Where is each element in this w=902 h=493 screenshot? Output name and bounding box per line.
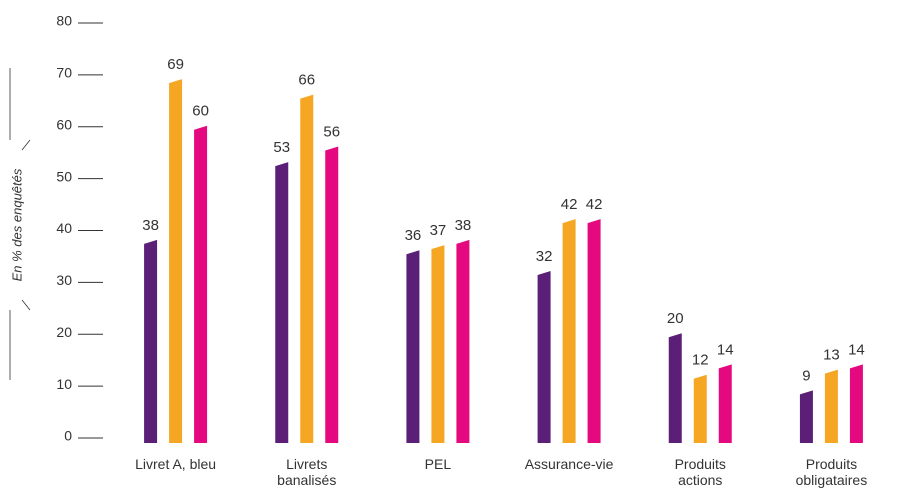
- decoration: [21, 139, 31, 151]
- decoration: [21, 299, 31, 311]
- value-label: 12: [692, 352, 709, 369]
- bar: [144, 239, 158, 443]
- bar: [537, 271, 551, 443]
- y-tick-label: 60: [56, 116, 72, 132]
- y-tick-label: 0: [64, 428, 72, 444]
- bar: [456, 239, 470, 443]
- bar: [325, 146, 339, 443]
- x-tick-label-line: banalisés: [277, 472, 336, 488]
- x-tick-label-line: actions: [678, 472, 722, 488]
- value-label: 42: [561, 196, 578, 213]
- bar: [849, 364, 863, 443]
- x-tick-label-line: Assurance-vie: [525, 456, 614, 472]
- y-axis-label: En % des enquêtés: [9, 168, 24, 281]
- value-label: 66: [298, 72, 315, 89]
- bar: [562, 219, 576, 443]
- x-tick-label: Livret A, bleu: [135, 456, 216, 472]
- value-label: 36: [405, 227, 422, 244]
- bar: [824, 369, 838, 443]
- value-label: 38: [142, 217, 159, 234]
- y-tick-label: 20: [56, 324, 72, 340]
- x-tick-label: Produits obligataires: [796, 456, 868, 488]
- value-label: 13: [823, 347, 840, 364]
- y-tick-label: 40: [56, 220, 72, 236]
- value-label: 38: [455, 217, 472, 234]
- bar: [799, 390, 813, 443]
- x-tick-label-line: Produits: [806, 456, 857, 472]
- value-label: 14: [848, 341, 865, 358]
- bar: [406, 250, 420, 443]
- x-tick-label-line: obligataires: [796, 472, 868, 488]
- value-label: 37: [430, 222, 447, 239]
- value-label: 69: [167, 56, 184, 73]
- bar: [431, 245, 445, 443]
- value-label: 14: [717, 341, 734, 358]
- bar: [169, 79, 183, 443]
- value-label: 42: [586, 196, 603, 213]
- value-label: 53: [273, 139, 290, 156]
- value-label: 60: [192, 103, 209, 120]
- bar: [718, 364, 732, 443]
- value-label: 9: [802, 367, 810, 384]
- x-tick-label-line: PEL: [425, 456, 452, 472]
- y-tick-label: 10: [56, 376, 72, 392]
- x-tick-label-line: Livret A, bleu: [135, 456, 216, 472]
- x-tick-label-line: Produits: [675, 456, 726, 472]
- value-label: 20: [667, 310, 684, 327]
- y-tick-label: 70: [56, 65, 72, 81]
- bar: [668, 333, 682, 443]
- x-tick-label: Assurance-vie: [525, 456, 614, 472]
- bar: [693, 374, 707, 443]
- bar: [194, 125, 208, 443]
- bar: [587, 219, 601, 443]
- bar: [300, 94, 314, 443]
- x-tick-label-line: Livrets: [286, 456, 327, 472]
- x-tick-label: Livrets banalisés: [277, 456, 336, 488]
- value-label: 56: [323, 123, 340, 140]
- y-tick-label: 50: [56, 168, 72, 184]
- bar: [275, 162, 289, 443]
- x-tick-label: Produits actions: [675, 456, 726, 488]
- y-tick-label: 80: [56, 13, 72, 29]
- y-tick-label: 30: [56, 272, 72, 288]
- value-label: 32: [536, 248, 553, 265]
- x-tick-label: PEL: [425, 456, 452, 472]
